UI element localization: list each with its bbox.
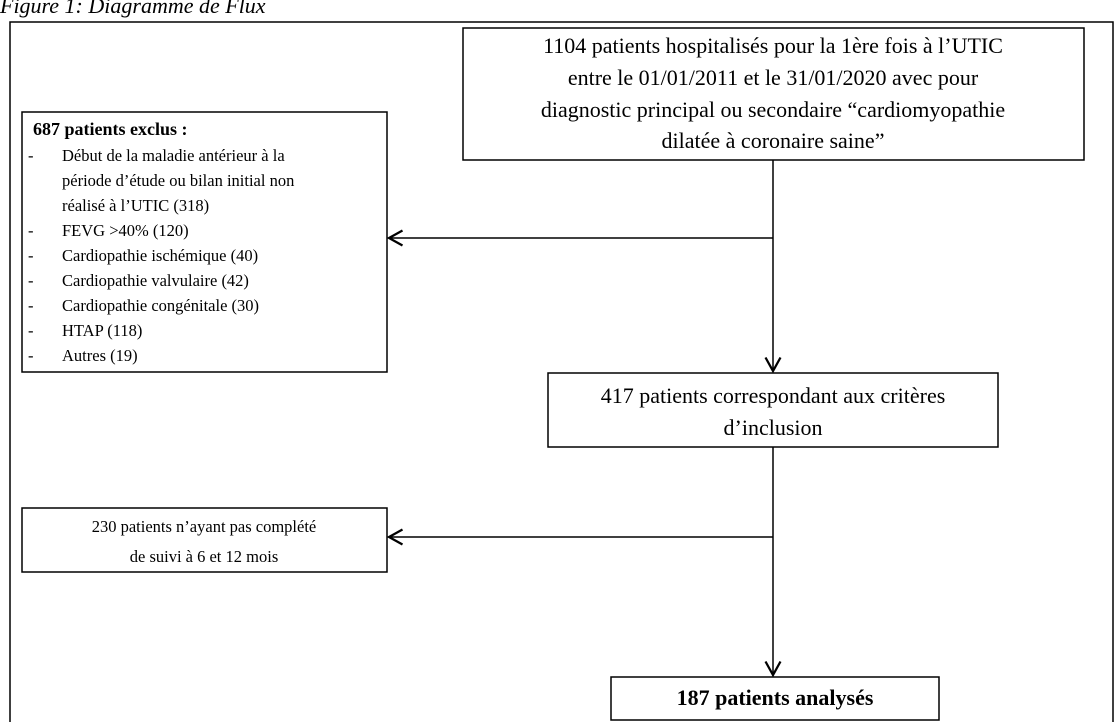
- excluded-item: HTAP (118): [62, 321, 142, 340]
- excluded-item: Cardiopathie valvulaire (42): [62, 271, 249, 290]
- bullet: -: [28, 321, 34, 340]
- bullet: -: [28, 146, 34, 165]
- excluded-item: FEVG >40% (120): [62, 221, 189, 240]
- frame: [9, 21, 1114, 722]
- excluded-item: Cardiopathie congénitale (30): [62, 296, 259, 315]
- node-text: dilatée à coronaire saine”: [662, 128, 885, 153]
- node-text: 1104 patients hospitalisés pour la 1ère …: [543, 33, 1003, 58]
- excluded-item: réalisé à l’UTIC (318): [62, 196, 209, 215]
- excluded-item: Cardiopathie ischémique (40): [62, 246, 258, 265]
- node-text: de suivi à 6 et 12 mois: [130, 547, 278, 566]
- bullet: -: [28, 296, 34, 315]
- excluded-item: période d’étude ou bilan initial non: [62, 171, 294, 190]
- node-text: entre le 01/01/2011 et le 31/01/2020 ave…: [568, 65, 979, 90]
- final-box: [610, 676, 940, 721]
- node-text: 230 patients n’ayant pas complété: [92, 517, 317, 536]
- texts: 1104 patients hospitalisés pour la 1ère …: [28, 33, 1005, 710]
- excluded-box: [21, 111, 388, 373]
- bullet: -: [28, 271, 34, 290]
- excluded-title: 687 patients exclus :: [33, 119, 188, 139]
- caption: Figure 1: Diagramme de Flux: [0, 0, 266, 18]
- node-text: diagnostic principal ou secondaire “card…: [541, 97, 1005, 122]
- node-text: 187 patients analysés: [677, 685, 874, 710]
- node-text: d’inclusion: [724, 415, 823, 440]
- excluded-item: Début de la maladie antérieur à la: [62, 146, 285, 165]
- bullet: -: [28, 246, 34, 265]
- excluded-item: Autres (19): [62, 346, 138, 365]
- bullet: -: [28, 221, 34, 240]
- bullet: -: [28, 346, 34, 365]
- node-text: 417 patients correspondant aux critères: [601, 383, 946, 408]
